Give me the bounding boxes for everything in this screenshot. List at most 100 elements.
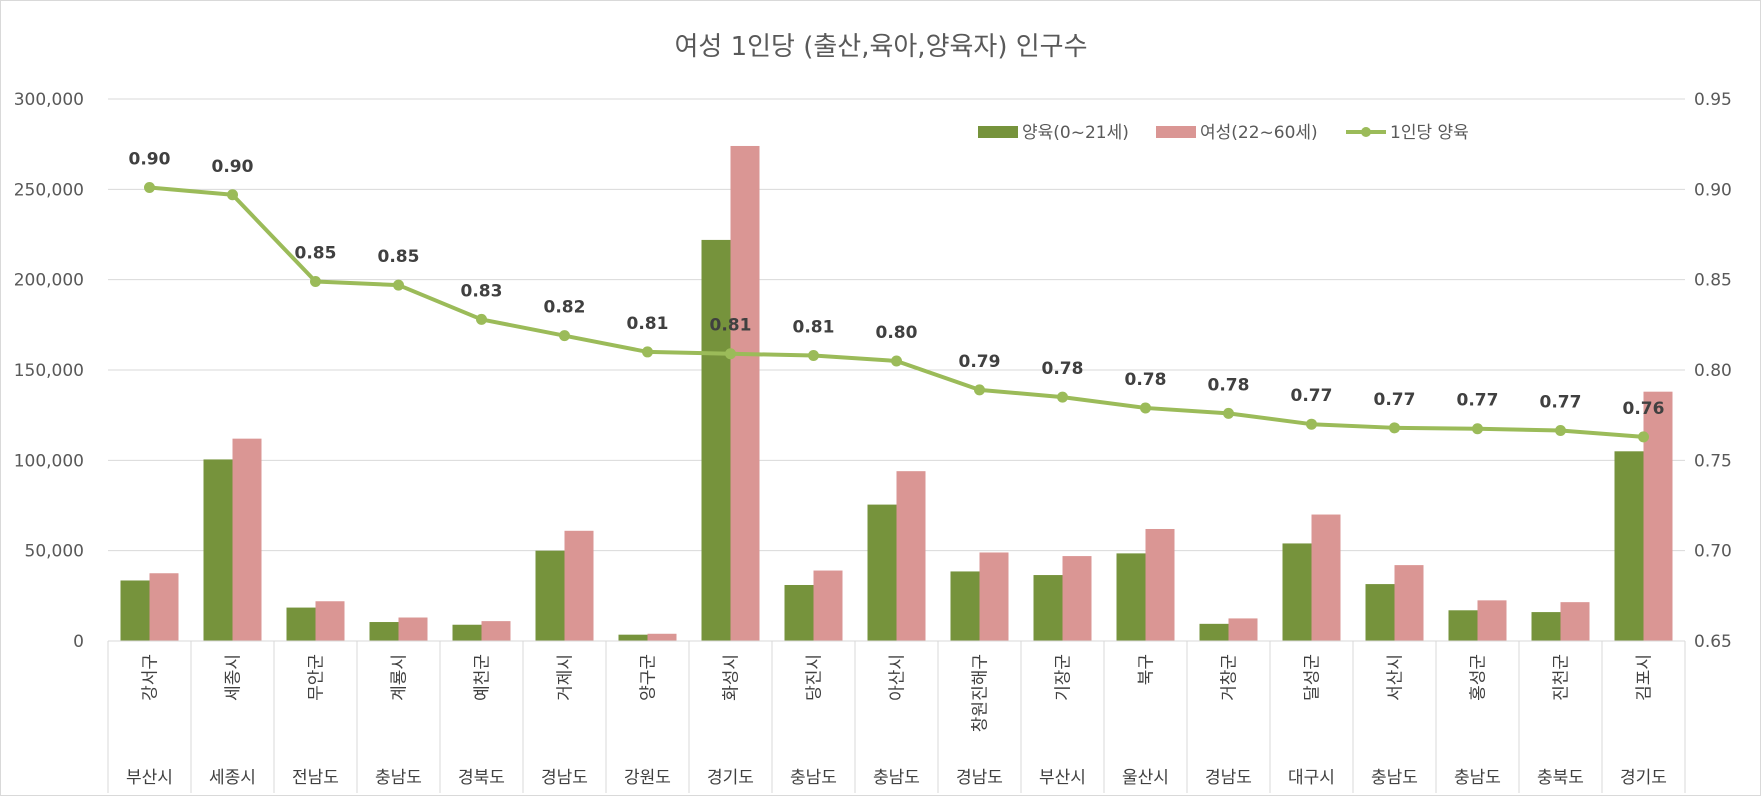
bar-women [1311,514,1341,641]
region-label: 경북도 [458,768,505,788]
category-label: 아산시 [888,654,908,701]
y-right-tick-label: 0.75 [1694,451,1732,471]
per-capita-data-label: 0.81 [710,316,752,336]
category-label: 창원진해구 [971,654,991,732]
legend-swatch-women [1156,126,1196,138]
legend-label-parenting: 양육(0~21세) [1022,123,1129,143]
bar-women [315,601,345,641]
region-label: 울산시 [1122,768,1169,788]
per-capita-point [974,384,985,396]
legend-swatch-parenting [978,126,1018,138]
bar-women [896,471,926,641]
bar-parenting [784,584,814,641]
bar-women [647,633,677,641]
legend-label-women: 여성(22~60세) [1200,123,1318,143]
per-capita-point [725,348,736,360]
right-axis: 0.65 0.70 0.75 0.80 0.85 0.90 0.95 [1694,90,1732,652]
bar-women [1228,618,1258,641]
per-capita-data-label: 0.90 [129,150,171,170]
bar-parenting [867,504,897,641]
y-left-tick-label: 250,000 [14,180,84,200]
region-label: 경남도 [541,768,588,788]
category-label: 서산시 [1386,654,1406,701]
category-label: 당진시 [805,654,825,701]
per-capita-point [476,313,487,325]
per-capita-data-label: 0.85 [295,243,337,263]
bar-women [813,570,843,641]
region-label: 부산시 [1039,768,1086,788]
bar-women [232,438,262,641]
per-capita-point [310,275,321,287]
region-label: 경남도 [1205,768,1252,788]
per-capita-data-label: 0.77 [1374,390,1416,410]
y-left-tick-label: 200,000 [14,271,84,291]
y-right-tick-label: 0.90 [1694,180,1732,200]
per-capita-point [1306,418,1317,430]
bar-parenting [701,239,731,642]
bar-women [398,617,428,641]
per-capita-point [808,350,819,362]
region-label: 충남도 [873,768,920,788]
per-capita-point [1472,423,1483,435]
y-left-tick-label: 0 [73,632,84,652]
category-label: 강서구 [141,654,161,701]
per-capita-data-label: 0.82 [544,298,586,318]
category-label: 화성시 [722,654,742,701]
legend: 양육(0~21세) 여성(22~60세) 1인당 양육 [978,123,1469,143]
line-layer: 0.90 0.90 0.85 0.85 0.83 0.82 0.81 0.81 0.81 0.80… [129,150,1664,443]
per-capita-point [1057,391,1068,403]
per-capita-data-label: 0.85 [378,247,420,267]
category-label: 기장군 [1054,654,1074,701]
bar-women [979,552,1009,641]
bar-parenting [203,459,233,641]
per-capita-data-label: 0.78 [1208,375,1250,395]
y-left-tick-label: 50,000 [25,542,84,562]
region-label: 전남도 [292,768,339,788]
region-label: 대구시 [1288,768,1335,788]
y-left-tick-label: 300,000 [14,90,84,110]
region-label: 충북도 [1537,768,1584,788]
region-label: 부산시 [126,768,173,788]
category-label: 홍성군 [1469,654,1489,701]
bar-parenting [286,607,316,641]
bar-women [564,530,594,641]
category-axis: 강서구부산시세종시세종시무안군전남도계룡시충남도예천군경북도거제시경남도양구군강… [107,640,1686,793]
per-capita-data-label: 0.78 [1042,359,1084,379]
left-axis: 0 50,000 100,000 150,000 200,000 250,000 300,0… [14,90,84,652]
bar-parenting [950,571,980,641]
grid-layer [108,98,1685,642]
region-label: 충남도 [1454,768,1501,788]
bar-parenting [1531,612,1561,641]
bar-parenting [452,624,482,641]
per-capita-data-label: 0.79 [959,352,1001,372]
category-label: 진천군 [1552,654,1572,701]
region-label: 경남도 [956,768,1003,788]
y-right-tick-label: 0.85 [1694,271,1732,291]
legend-label-per-capita: 1인당 양육 [1390,123,1469,143]
bar-parenting [1116,553,1146,641]
per-capita-point [1638,431,1649,443]
category-label: 양구군 [639,654,659,701]
per-capita-point [144,182,155,194]
region-label: 강원도 [624,768,671,788]
per-capita-point [642,346,653,358]
region-label: 충남도 [790,768,837,788]
bar-parenting [618,634,648,641]
bar-parenting [1448,610,1478,641]
per-capita-point [891,355,902,367]
legend-marker-per-capita [1361,127,1371,137]
y-left-tick-label: 150,000 [14,361,84,381]
bar-women [481,621,511,641]
category-label: 김포시 [1635,654,1655,701]
bar-women [1145,528,1175,641]
category-label: 예천군 [473,654,493,701]
category-label: 계룡시 [390,654,410,701]
per-capita-point [559,330,570,342]
y-right-tick-label: 0.95 [1694,90,1732,110]
per-capita-data-label: 0.77 [1457,391,1499,411]
per-capita-point [227,189,238,201]
per-capita-data-label: 0.77 [1291,386,1333,406]
per-capita-data-label: 0.83 [461,281,503,301]
per-capita-data-label: 0.77 [1540,393,1582,413]
bar-women [1643,391,1673,641]
